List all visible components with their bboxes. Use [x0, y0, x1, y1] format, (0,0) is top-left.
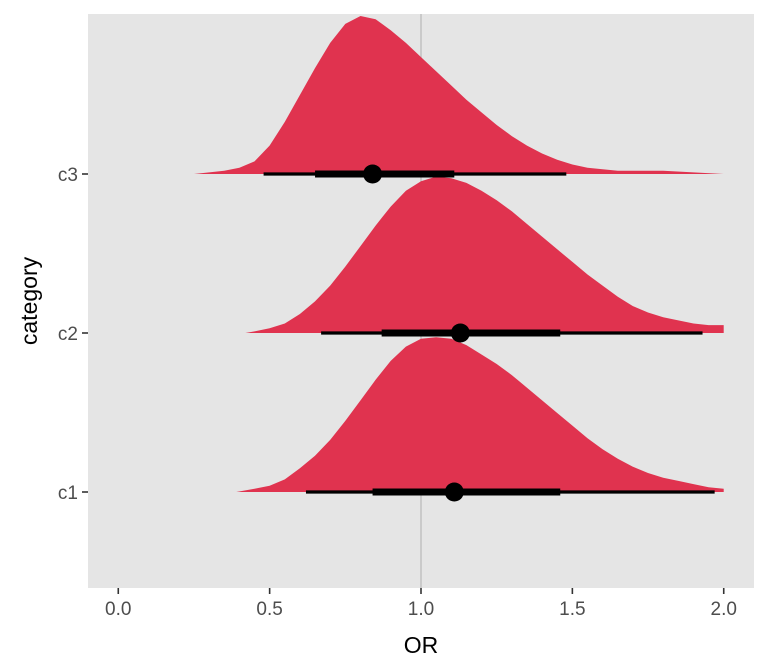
density-c3 [194, 16, 724, 174]
y-tick-label-c2: c2 [58, 324, 78, 345]
x-axis-title: OR [404, 632, 439, 658]
y-axis-title: category [16, 256, 42, 345]
x-tick-label-2: 1.0 [408, 599, 434, 620]
x-tick-label-1: 0.5 [256, 599, 282, 620]
y-tick-label-c3: c3 [58, 165, 78, 186]
point-estimate-c1 [444, 482, 464, 502]
x-tick-label-0: 0.0 [105, 599, 131, 620]
point-estimate-c2 [450, 323, 470, 343]
x-tick-label-3: 1.5 [559, 599, 585, 620]
y-tick-label-c1: c1 [58, 483, 78, 504]
density-c1 [236, 337, 724, 492]
density-c2 [245, 176, 724, 333]
point-estimate-c3 [363, 164, 383, 184]
x-tick-label-4: 2.0 [711, 599, 737, 620]
